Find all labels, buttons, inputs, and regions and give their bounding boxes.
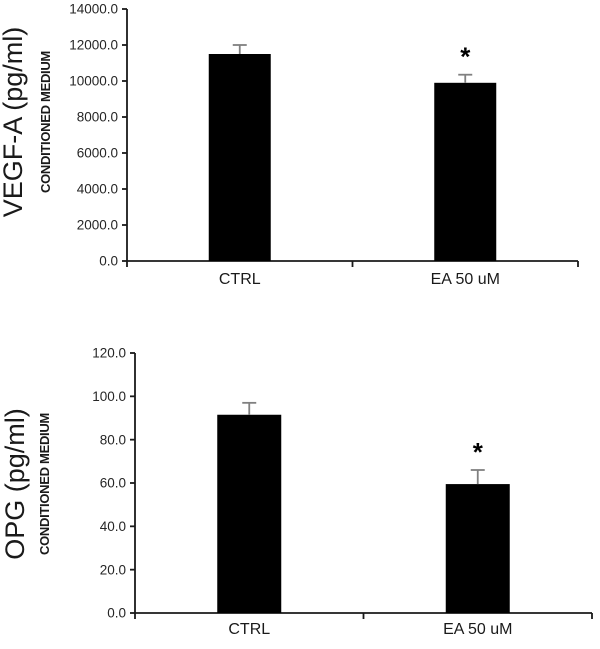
vegf-bar-chart: 0.0 2000.0 4000.0 6000.0 8000.0 10000.0 12000.… — [0, 2, 579, 288]
y-tick-label: 80.0 — [100, 432, 126, 447]
bar-ea-50-um — [445, 484, 510, 613]
bar-ea-50-um — [434, 82, 497, 261]
y-tick-label: 4000.0 — [77, 182, 118, 197]
y-tick-label: 2000.0 — [77, 218, 118, 233]
y-tick-label: 100.0 — [92, 389, 126, 404]
y-tick-label: 10000.0 — [69, 74, 118, 89]
y-tick-label: 0.0 — [99, 254, 118, 269]
bar-ctrl — [217, 414, 282, 613]
y-tick-label: 60.0 — [100, 476, 126, 491]
y-axis-title: VEGF-A (pg/ml) — [0, 27, 28, 218]
y-tick-label: 120.0 — [92, 346, 126, 361]
y-tick-label: 6000.0 — [77, 146, 118, 161]
y-tick-label: 14000.0 — [69, 2, 118, 17]
y-axis-subtitle: CONDITIONED MEDIUM — [38, 51, 53, 193]
category-label-ctrl: CTRL — [219, 271, 261, 288]
significance-marker-ea-50-um: * — [460, 42, 471, 72]
y-tick-label: 0.0 — [107, 606, 126, 621]
category-label-ctrl: CTRL — [228, 621, 270, 638]
category-label-ea-50-um: EA 50 uM — [443, 621, 512, 638]
y-tick-label: 12000.0 — [69, 38, 118, 53]
y-tick-label: 40.0 — [100, 519, 126, 534]
significance-marker-ea-50-um: * — [473, 437, 484, 467]
bar-ctrl — [208, 54, 271, 261]
y-axis-subtitle: CONDITIONED MEDIUM — [37, 413, 52, 555]
y-axis-title: OPG (pg/ml) — [0, 408, 30, 560]
y-tick-label: 8000.0 — [77, 110, 118, 125]
y-tick-label: 20.0 — [100, 562, 126, 577]
category-label-ea-50-um: EA 50 uM — [431, 271, 500, 288]
opg-bar-chart: 0.0 20.0 40.0 60.0 80.0 100.0 120.0 CTRL * EA 50 … — [0, 346, 593, 638]
